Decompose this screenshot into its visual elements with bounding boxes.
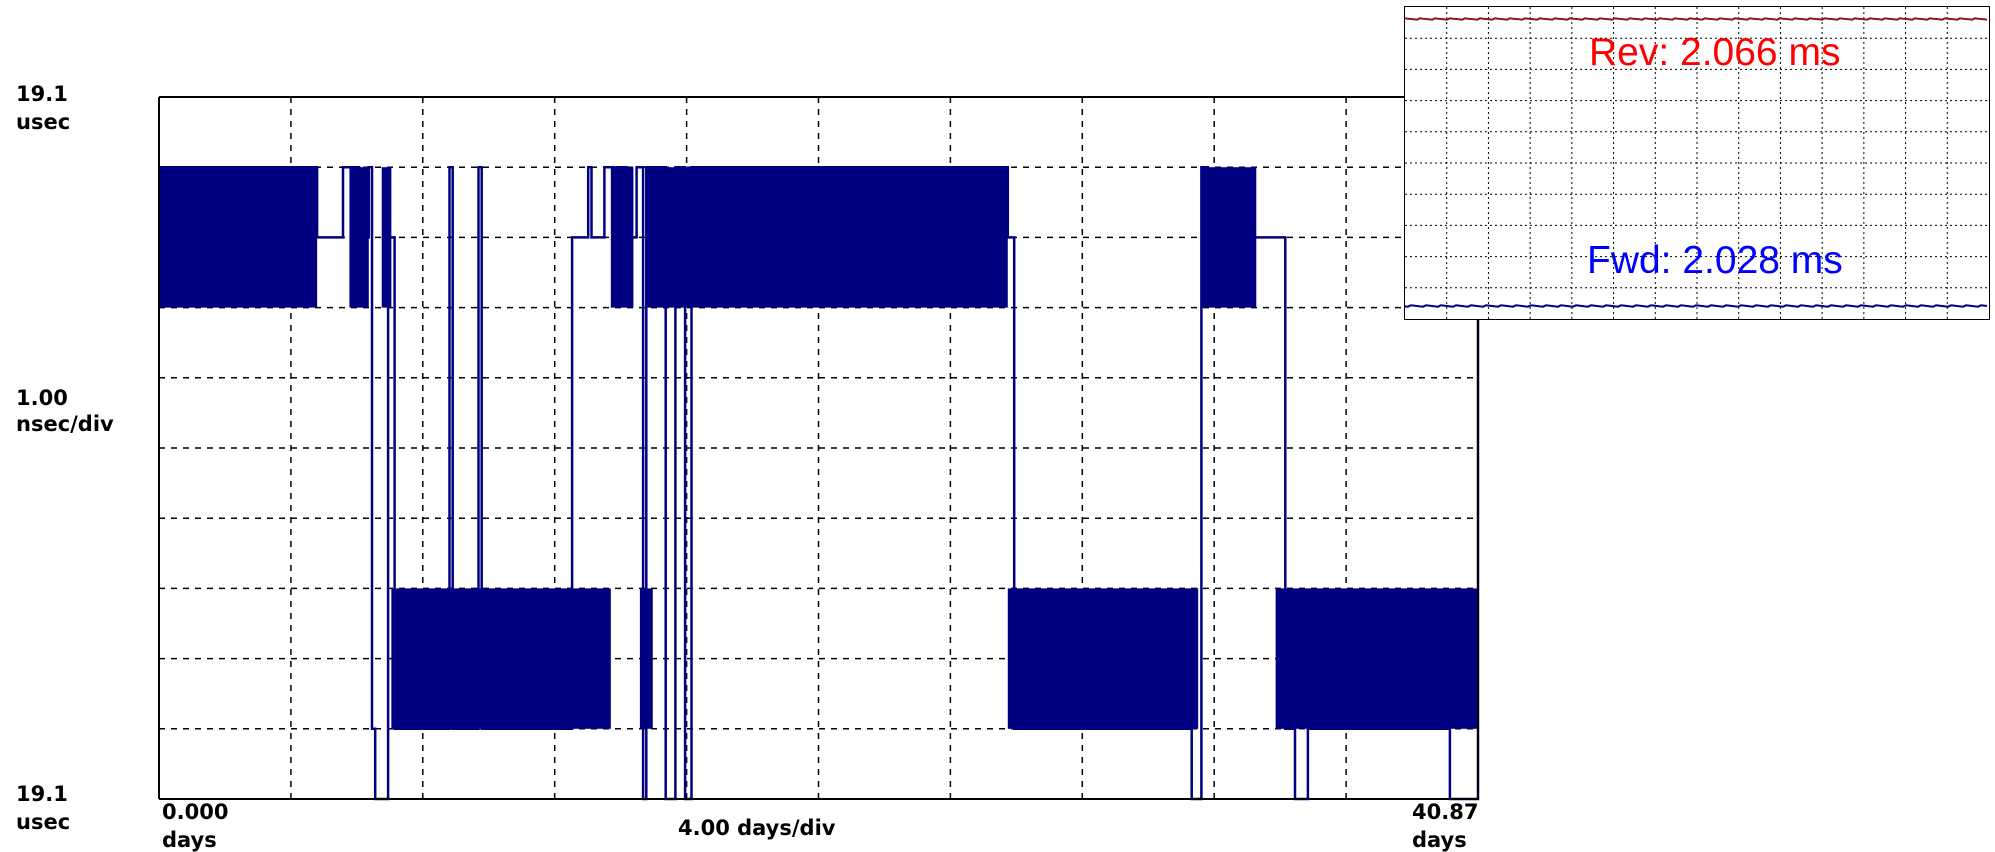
x-start-unit: days [162, 828, 217, 852]
inset-chart-plot [1405, 7, 1989, 319]
inset-chart: Rev: 2.066 ms Fwd: 2.028 ms [1404, 6, 1990, 320]
x-end-unit: days [1412, 828, 1467, 852]
data-band [381, 167, 392, 308]
data-band [159, 167, 318, 308]
y-mid-unit: nsec/div [16, 412, 114, 436]
inset-series-line [1405, 17, 1988, 21]
y-bottom-value: 19.1 [16, 782, 68, 806]
x-start-value: 0.000 [162, 800, 229, 824]
inset-series-line [1405, 304, 1988, 308]
y-top-value: 19.1 [16, 82, 68, 106]
y-mid-value: 1.00 [16, 386, 68, 410]
y-top-unit: usec [16, 110, 71, 134]
x-end-value: 40.87 [1412, 800, 1479, 824]
inset-fwd-label: Fwd: 2.028 ms [1587, 239, 1843, 282]
inset-rev-label: Rev: 2.066 ms [1589, 31, 1841, 74]
y-bottom-unit: usec [16, 810, 71, 834]
data-band [1007, 588, 1199, 729]
data-band [646, 167, 1008, 308]
data-band [1275, 588, 1478, 729]
x-scale-label: 4.00 days/div [678, 816, 836, 840]
data-band [391, 588, 611, 729]
